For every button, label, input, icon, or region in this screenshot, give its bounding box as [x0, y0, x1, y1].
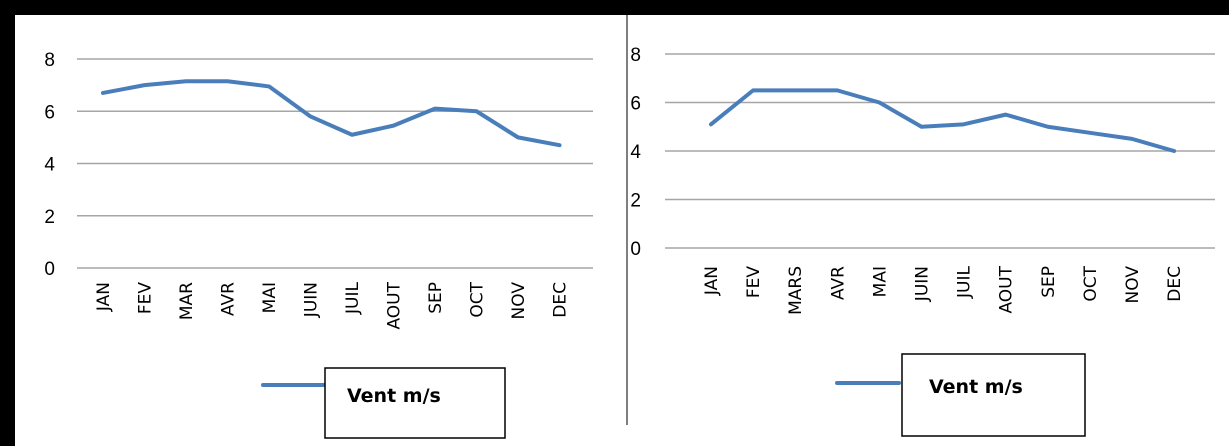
- legend-label: Vent m/s: [929, 376, 1023, 398]
- y-tick-label: 4: [630, 142, 641, 163]
- y-tick-label: 2: [44, 207, 55, 228]
- x-tick-label: MAR: [177, 282, 197, 320]
- x-tick-label: MARS: [786, 266, 806, 315]
- x-tick-label: NOV: [509, 282, 529, 320]
- y-tick-label: 0: [630, 239, 641, 260]
- chart-1: 0 2 4 6 8 JAN FEV MAR AVR MAI JUIN JUIL AOUT SEP OCT NO…: [44, 50, 593, 439]
- y-tick-label: 4: [44, 155, 55, 176]
- y-tick-label: 6: [630, 94, 641, 115]
- x-tick-label: FEV: [744, 266, 764, 299]
- x-tick-label: JUIL: [955, 265, 975, 298]
- chart-frame: 0 2 4 6 8 JAN FEV MAR AVR MAI JUIN JUIL AOUT SEP OCT NO…: [15, 15, 1229, 446]
- y-tick-label: 8: [630, 45, 641, 66]
- x-tick-label: JAN: [702, 266, 722, 296]
- y-tick-label: 8: [44, 50, 55, 71]
- x-tick-label: OCT: [1081, 265, 1101, 301]
- x-tick-label: DEC: [551, 282, 571, 318]
- x-tick-label: AVR: [828, 266, 848, 300]
- x-tick-label: JUIN: [302, 282, 322, 318]
- chart-2: 0 2 4 6 8 JAN FEV MARS AVR MAI JUIN JUIL AOUT SEP OCT N…: [630, 45, 1215, 437]
- x-tick-label: FEV: [136, 282, 156, 315]
- x-tick-label: AOUT: [385, 281, 405, 329]
- series-line: [709, 88, 1177, 153]
- x-tick-label: JUIL: [343, 281, 363, 314]
- x-tick-label: MAI: [870, 266, 890, 297]
- x-tick-label: SEP: [426, 282, 446, 314]
- legend-box: [324, 367, 506, 439]
- x-tick-label: AOUT: [997, 265, 1017, 313]
- y-tick-label: 0: [44, 259, 55, 280]
- x-tick-label: OCT: [468, 281, 488, 317]
- legend-box: [901, 353, 1086, 437]
- y-tick-label: 6: [44, 102, 55, 123]
- y-tick-label: 2: [630, 191, 641, 212]
- charts-canvas: 0 2 4 6 8 JAN FEV MAR AVR MAI JUIN JUIL AOUT SEP OCT NO…: [44, 15, 1215, 439]
- x-tick-label: DEC: [1165, 266, 1185, 302]
- x-tick-label: JUIN: [913, 266, 933, 302]
- x-tick-label: MAI: [260, 282, 280, 313]
- legend-label: Vent m/s: [347, 385, 441, 407]
- x-tick-label: JAN: [94, 282, 114, 312]
- x-tick-label: AVR: [219, 282, 239, 316]
- x-tick-label: NOV: [1123, 266, 1143, 304]
- x-tick-label: SEP: [1039, 266, 1059, 298]
- series-line: [101, 79, 562, 148]
